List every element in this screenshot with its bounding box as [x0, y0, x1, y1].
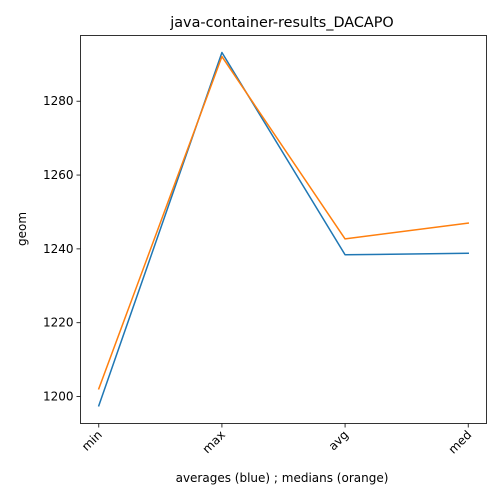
y-tick-label: 1260: [43, 168, 74, 182]
plot-area: [99, 52, 468, 405]
y-tick-label: 1220: [43, 316, 74, 330]
x-tick-label: avg: [326, 428, 352, 454]
y-tick-label: 1280: [43, 94, 74, 108]
x-axis-label: averages (blue) ; medians (orange): [176, 471, 389, 485]
y-axis: 1200 1220 1240 1260 1280: [43, 94, 81, 403]
series-line-1: [99, 52, 468, 405]
y-tick-label: 1240: [43, 242, 74, 256]
series-line-2: [99, 57, 468, 389]
y-tick-label: 1200: [43, 390, 74, 404]
plot-frame: [81, 36, 487, 424]
x-tick-label: min: [79, 428, 105, 454]
chart-title: java-container-results_DACAPO: [169, 15, 394, 31]
x-tick-label: med: [446, 428, 475, 457]
y-axis-label: geom: [15, 212, 29, 246]
x-axis: min max avg med: [79, 424, 474, 457]
x-tick-label: max: [200, 428, 228, 456]
